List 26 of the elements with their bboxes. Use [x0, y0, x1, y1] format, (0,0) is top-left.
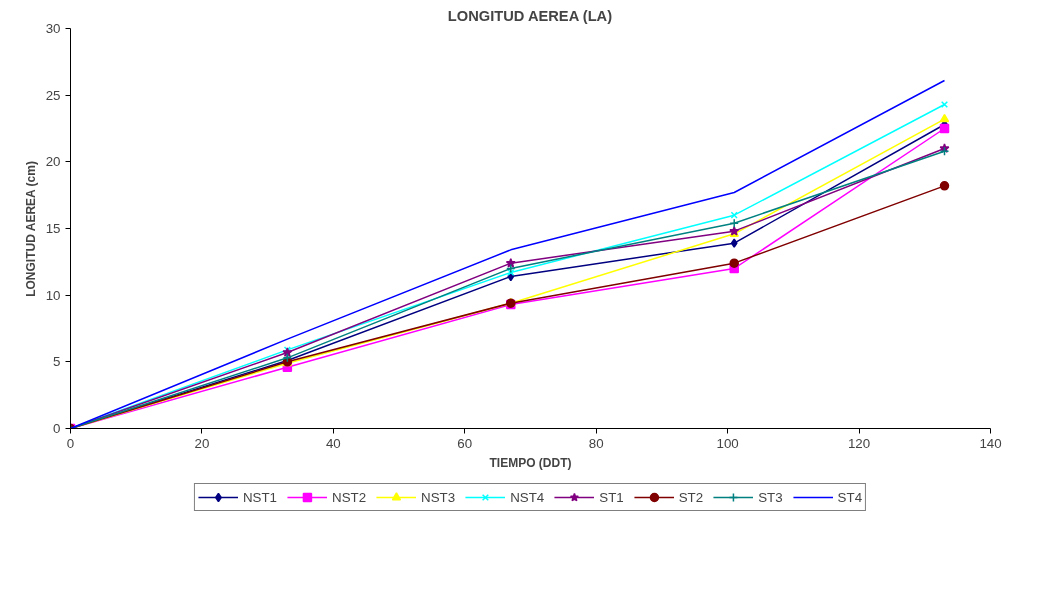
- x-tick-label: 20: [194, 435, 210, 451]
- legend-label: NST2: [332, 489, 367, 505]
- x-tick-label: 80: [588, 435, 604, 451]
- y-tick-label: 10: [45, 287, 61, 303]
- x-tick-label: 140: [979, 435, 1002, 451]
- legend-label: NST1: [242, 489, 278, 505]
- x-tick-label: 120: [847, 435, 871, 451]
- x-axis-title: TIEMPO (DDT): [489, 455, 572, 470]
- y-tick-label: 30: [45, 21, 61, 36]
- y-tick-label: 0: [53, 421, 61, 436]
- legend-label: ST2: [678, 489, 704, 505]
- legend-label: NST4: [510, 489, 545, 505]
- legend-label: ST1: [599, 489, 624, 505]
- x-tick-label: 40: [325, 435, 341, 451]
- chart-title: LONGITUD AEREA (LA): [447, 7, 613, 24]
- y-axis-title: LONGITUD AEREA (cm): [23, 161, 38, 297]
- x-tick-label: 0: [66, 435, 75, 451]
- y-tick-label: 20: [45, 154, 61, 170]
- legend-label: NST3: [421, 489, 456, 505]
- x-tick-label: 100: [716, 435, 739, 451]
- y-tick-label: 15: [45, 221, 61, 236]
- y-tick-label: 5: [53, 354, 61, 370]
- y-tick-label: 25: [45, 87, 61, 103]
- x-tick-label: 60: [457, 435, 473, 451]
- legend-label: ST4: [837, 489, 863, 505]
- legend-label: ST3: [758, 489, 783, 505]
